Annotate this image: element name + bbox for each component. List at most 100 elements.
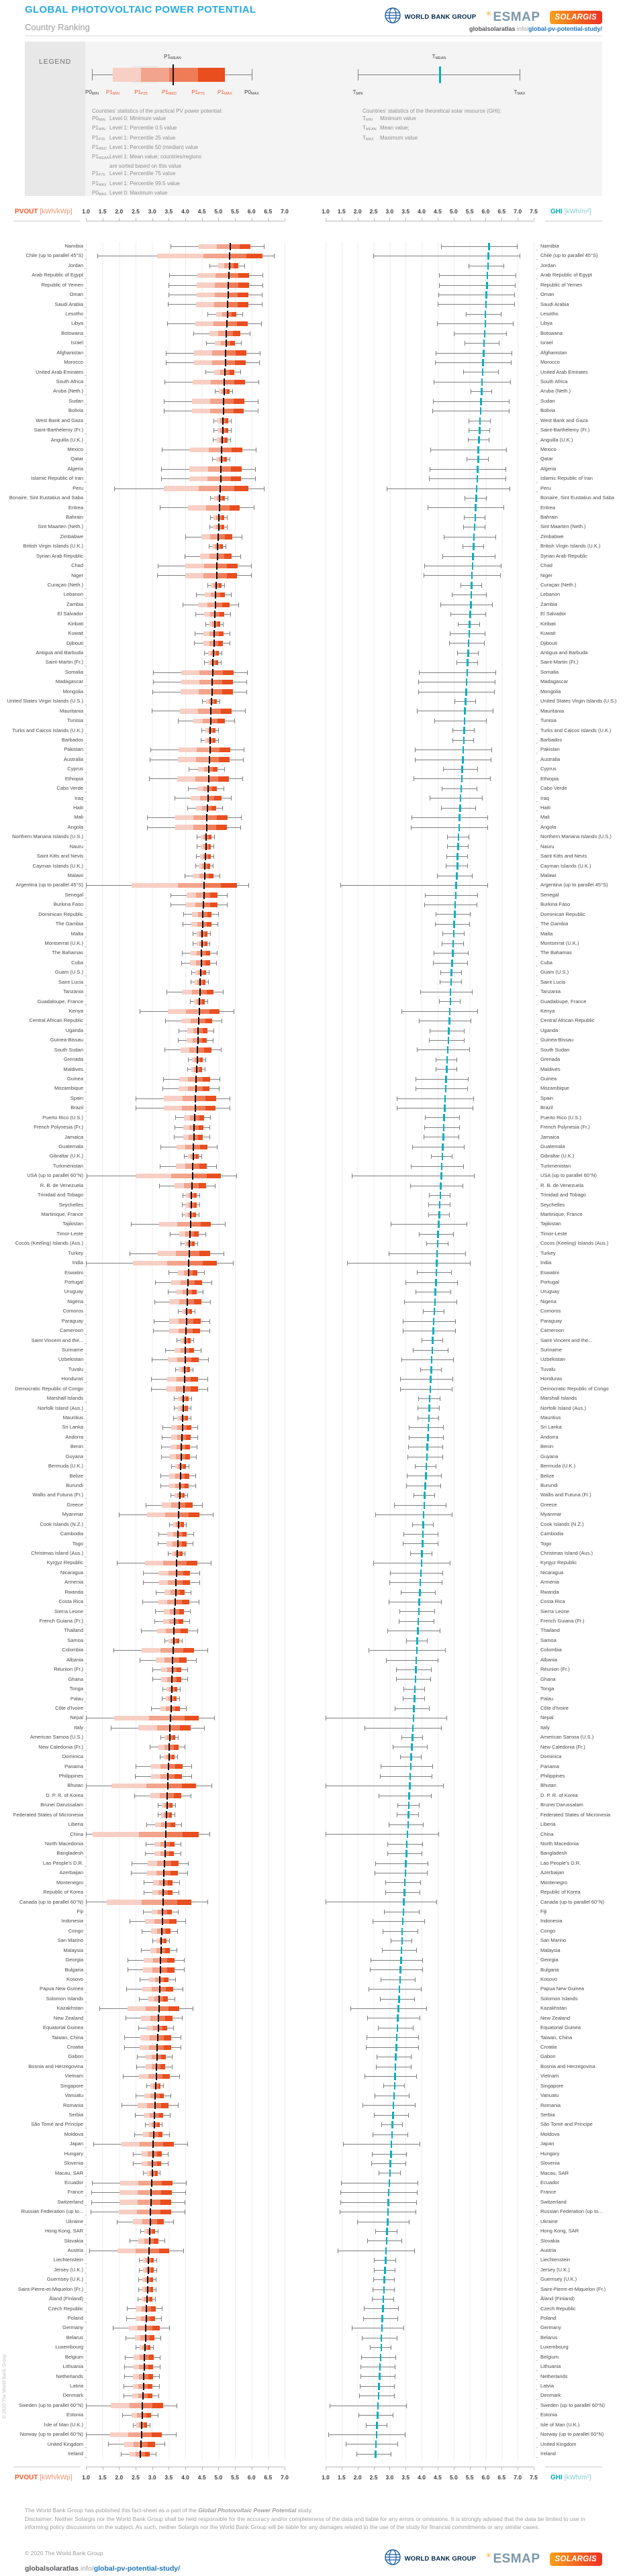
pv-mean-tick <box>175 1598 177 1606</box>
country-row: Mozambique Mozambique <box>0 1084 627 1093</box>
pv-box-segment <box>142 2345 146 2351</box>
pv-box-segment <box>133 2364 140 2370</box>
pv-box-segment <box>217 495 220 501</box>
country-label-left: Ghana <box>68 1676 83 1682</box>
ghi-whisker-cap-max <box>473 737 475 743</box>
pv-mean-tick <box>158 1986 160 1994</box>
ghi-axis-tick-label: 7.5 <box>530 2474 538 2481</box>
country-label-left: Eritrea <box>68 504 83 511</box>
pv-box-segment <box>218 389 222 395</box>
ghi-whisker <box>371 2163 407 2164</box>
pv-mean-tick <box>187 1288 189 1296</box>
ghi-whisker <box>401 1011 479 1012</box>
pvout-axis-unit: [kWh/kWp] <box>40 2474 73 2481</box>
pv-box-segment <box>207 921 211 927</box>
pv-box-segment <box>144 2228 148 2234</box>
pv-whisker-cap-max <box>197 1629 198 1634</box>
row-axis-tick-left <box>84 336 87 338</box>
ghi-mean-tick <box>395 2034 398 2042</box>
ghi-whisker-cap-max <box>475 699 477 704</box>
ghi-whisker <box>328 2434 405 2435</box>
pv-box-segment <box>110 2432 129 2438</box>
ghi-whisker-cap-min <box>366 2045 367 2050</box>
header-url[interactable]: globalsolaratlas.info/global-pv-potentia… <box>469 25 602 32</box>
pv-whisker-cap-min <box>181 951 183 956</box>
country-label-right: Georgia <box>540 1957 559 1963</box>
pv-box-segment <box>159 1222 178 1227</box>
pv-box-segment <box>173 1638 177 1643</box>
country-row: Christmas Island (Aus.) Christmas Island … <box>0 1549 627 1558</box>
pv-box-segment <box>142 2132 149 2137</box>
ghi-mean-tick <box>434 1288 436 1296</box>
row-axis-tick-right <box>535 278 538 279</box>
ghi-whisker-cap-max <box>394 2383 395 2389</box>
pv-whisker-cap-max <box>178 1909 179 1914</box>
esmap-logo: ✳ ESMAP <box>485 2553 540 2566</box>
footer-url[interactable]: globalsolaratlas.info/global-pv-potentia… <box>25 2565 180 2573</box>
country-row: Mali Mali <box>0 813 627 822</box>
row-axis-tick-right <box>535 2418 538 2419</box>
country-row: Central African Republic Central African … <box>0 1016 627 1025</box>
row-axis-tick-right <box>535 1449 538 1451</box>
country-label-left: Tajikistan <box>62 1221 83 1227</box>
pv-whisker-cap-max <box>177 1928 178 1934</box>
row-axis-tick-left <box>84 1449 87 1451</box>
country-label-left: Mali <box>74 814 83 821</box>
pv-box-segment <box>199 670 213 675</box>
pv-sample-label-text: P1MED <box>161 89 177 96</box>
pv-box-segment <box>192 1241 195 1247</box>
ghi-whisker-cap-min <box>428 1202 430 1208</box>
country-row: Djibouti Djibouti <box>0 639 627 648</box>
row-axis-tick-right <box>535 1595 538 1596</box>
country-row: Saint Lucia Saint Lucia <box>0 978 627 987</box>
pv-whisker-cap-max <box>163 2083 164 2089</box>
ghi-axis-tick-label: 3.5 <box>401 208 410 215</box>
pv-box-segment <box>178 747 197 753</box>
legend-pv-sample-label: P0MIN <box>85 89 99 96</box>
country-label-right: Lao People's D.R. <box>540 1859 581 1866</box>
country-row: Republic of Yemen Republic of Yemen <box>0 280 627 290</box>
pv-box-segment <box>191 1357 199 1363</box>
pv-whisker-cap-min <box>124 2374 125 2379</box>
pv-box-segment <box>195 1115 199 1121</box>
pv-box-segment <box>186 1425 191 1431</box>
pv-mean-tick <box>200 959 202 967</box>
country-label-left: Turkmenistan <box>52 1162 83 1169</box>
pv-mean-tick <box>162 1879 164 1887</box>
row-axis-tick-left <box>84 462 87 463</box>
pv-whisker-cap-max <box>213 1028 214 1033</box>
pv-mean-tick <box>217 543 219 551</box>
ghi-mean-tick <box>397 2005 399 2013</box>
country-label-left: Democratic Republic of Congo <box>15 1385 83 1392</box>
esmap-logo-text: ESMAP <box>493 10 540 24</box>
pv-mean-tick <box>183 1394 185 1402</box>
pvout-axis-label: PVOUT [kWh/kWp] <box>15 2474 73 2481</box>
pv-box-segment <box>143 2393 148 2399</box>
ghi-whisker-cap-min <box>466 311 467 317</box>
ghi-whisker-cap-min <box>440 970 441 976</box>
country-row: Singapore Singapore <box>0 2081 627 2091</box>
ghi-mean-tick <box>452 939 454 947</box>
pv-whisker-cap-max <box>230 437 231 443</box>
pv-box-segment <box>155 2093 160 2099</box>
pv-box-segment <box>218 631 224 637</box>
ghi-mean-tick <box>426 1443 428 1451</box>
pv-box-segment <box>158 1938 162 1944</box>
country-label-right: Kiribati <box>540 620 556 627</box>
pv-box-segment <box>166 1706 171 1711</box>
pv-box-segment <box>167 1957 175 1963</box>
pv-box-segment <box>222 670 234 675</box>
country-row: San Marino San Marino <box>0 1936 627 1945</box>
ghi-whisker-cap-min <box>369 1967 371 1973</box>
country-label-right: The Bahamas <box>540 949 572 956</box>
pv-box-segment <box>179 1367 183 1372</box>
pv-whisker-cap-max <box>175 1803 176 1808</box>
ghi-whisker-cap-min <box>390 1570 391 1576</box>
ghi-axis-tick-label: 7.0 <box>514 208 522 215</box>
country-label-left: Syrian Arab Republic <box>36 552 83 559</box>
country-label-right: Ukraine <box>540 2218 558 2224</box>
country-label-right: Dominican Republic <box>540 911 585 917</box>
pv-whisker-cap-max <box>236 1174 238 1179</box>
country-label-left: Cook Islands (N.Z.) <box>40 1521 83 1527</box>
pv-box-segment <box>203 563 218 569</box>
